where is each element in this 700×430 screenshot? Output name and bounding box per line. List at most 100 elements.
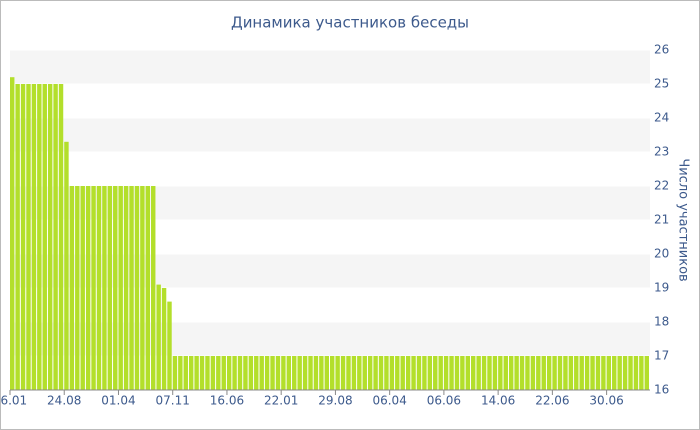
bar [10,77,15,390]
bar [612,356,617,390]
y-tick-label: 21 [654,213,669,227]
bar [557,356,563,390]
bar [633,356,639,390]
bar [438,356,443,390]
bar [161,288,167,390]
bar [167,301,172,390]
bar [541,356,546,390]
bar [519,356,525,390]
bar [248,356,254,390]
bar [563,356,568,390]
bar [205,356,210,390]
bar [297,356,302,390]
bar [129,186,134,390]
bar [357,356,362,390]
bar [194,356,199,390]
y-tick-label: 22 [654,179,669,193]
bar [384,356,389,390]
bar [188,356,194,390]
bar [156,284,161,390]
bar [15,84,20,390]
bar [226,356,232,390]
grid-band [10,118,650,152]
bar [584,356,590,390]
y-axis-label: Число участников [676,158,691,281]
bar [20,84,26,390]
bar [617,356,622,390]
bar [536,356,541,390]
bar [64,141,69,390]
x-tick-label: 07.11 [156,394,190,408]
chart-title: Динамика участников беседы [231,14,469,32]
x-tick-label: 16.01 [0,394,27,408]
bar [395,356,400,390]
bar [172,356,178,390]
bar [319,356,324,390]
bar [644,356,649,390]
y-tick-label: 20 [654,247,669,261]
bar [514,356,519,390]
bar [362,356,367,390]
bar [503,356,508,390]
bar [422,356,427,390]
bar [346,356,351,390]
bar [530,356,536,390]
bar [449,356,454,390]
bar [454,356,460,390]
bar [123,186,129,390]
bar [80,186,85,390]
bar [628,356,633,390]
bar [254,356,259,390]
bar [210,356,216,390]
bar [606,356,612,390]
bar [443,356,449,390]
bar [75,186,80,390]
bar [113,186,118,390]
bar [416,356,422,390]
bar [508,356,514,390]
bar [151,186,156,390]
bar [460,356,465,390]
bar [324,356,329,390]
y-tick-label: 19 [654,281,669,295]
bar [140,186,145,390]
y-tick-label: 25 [654,77,669,91]
x-tick-label: 16.06 [210,394,244,408]
bar [335,356,340,390]
bar [69,186,75,390]
bar [237,356,243,390]
x-tick-label: 14.06 [481,394,515,408]
x-tick-label: 06.04 [372,394,406,408]
bar [568,356,574,390]
y-tick-label: 23 [654,145,669,159]
bar [313,356,319,390]
bar [31,84,37,390]
bar [639,356,644,390]
bar [96,186,102,390]
bar [145,186,151,390]
grid-band [10,50,650,84]
bar [37,84,42,390]
bar [42,84,47,390]
bar [199,356,205,390]
bar [85,186,91,390]
bar [595,356,601,390]
bar [552,356,557,390]
bar [411,356,416,390]
bar [492,356,498,390]
y-tick-label: 26 [654,43,669,57]
y-tick-label: 18 [654,315,669,329]
bar [232,356,237,390]
bar [405,356,411,390]
bar [259,356,264,390]
bar [26,84,31,390]
bar [107,186,113,390]
bar [216,356,221,390]
x-tick-label: 29.08 [318,394,352,408]
bar [270,356,275,390]
bar [487,356,492,390]
bar [579,356,584,390]
bar [525,356,530,390]
x-tick-label: 22.01 [264,394,298,408]
bar [302,356,308,390]
